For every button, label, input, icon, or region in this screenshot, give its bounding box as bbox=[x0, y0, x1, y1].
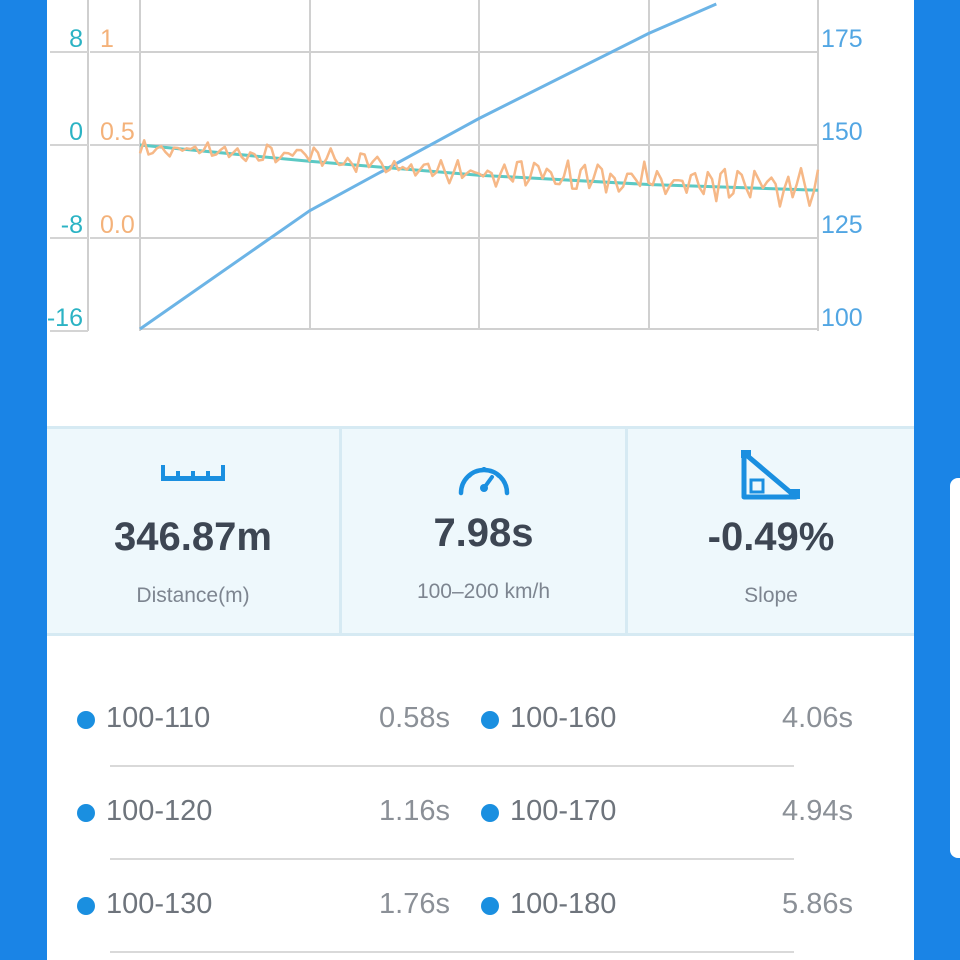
split-left-name: 100-110 bbox=[106, 702, 211, 734]
split-left-time: 0.58s bbox=[379, 702, 450, 734]
split-left-time: 1.76s bbox=[379, 888, 450, 920]
tick-label: -8 bbox=[61, 211, 83, 239]
split-right-name: 100-160 bbox=[510, 702, 617, 734]
split-right-name: 100-170 bbox=[510, 795, 617, 827]
tick-label: 1 bbox=[100, 25, 114, 53]
tick-label: 0 bbox=[69, 118, 83, 146]
split-row: 100-130 1.76s 100-180 5.86s bbox=[47, 876, 914, 936]
distance-label: Distance(m) bbox=[136, 584, 250, 607]
tick-label: 150 bbox=[821, 118, 863, 146]
tick-label: 175 bbox=[821, 25, 863, 53]
bullet-dot-icon bbox=[77, 804, 95, 822]
split-right-name: 100-180 bbox=[510, 888, 617, 920]
tick-label: 0.5 bbox=[100, 118, 135, 146]
tick-label: 125 bbox=[821, 211, 863, 239]
ruler-icon bbox=[161, 465, 225, 481]
split-row: 100-120 1.16s 100-170 4.94s bbox=[47, 783, 914, 843]
split-right-time: 5.86s bbox=[782, 888, 853, 920]
stat-slope: -0.49% Slope bbox=[628, 429, 914, 633]
stats-panel: 346.87m Distance(m) 7.98s 100–200 km/h -… bbox=[47, 426, 914, 636]
split-left-name: 100-130 bbox=[106, 888, 213, 920]
tick-label: -16 bbox=[47, 304, 83, 332]
bullet-dot-icon bbox=[77, 711, 95, 729]
stat-distance: 346.87m Distance(m) bbox=[47, 429, 339, 633]
tick-label: 8 bbox=[69, 25, 83, 53]
split-divider bbox=[110, 858, 794, 860]
slope-icon bbox=[741, 450, 800, 500]
split-row: 100-110 0.58s 100-160 4.06s bbox=[47, 690, 914, 750]
split-right-time: 4.94s bbox=[782, 795, 853, 827]
split-divider bbox=[110, 765, 794, 767]
stat-divider bbox=[625, 429, 628, 633]
edge-panel-handle[interactable] bbox=[950, 478, 960, 858]
split-left-name: 100-120 bbox=[106, 795, 213, 827]
bullet-dot-icon bbox=[481, 804, 499, 822]
bullet-dot-icon bbox=[481, 897, 499, 915]
distance-value: 346.87m bbox=[114, 515, 272, 559]
bullet-dot-icon bbox=[77, 897, 95, 915]
bullet-dot-icon bbox=[481, 711, 499, 729]
split-divider bbox=[110, 951, 794, 953]
chart-axes bbox=[50, 0, 819, 332]
slope-label: Slope bbox=[744, 584, 798, 607]
series-line bbox=[138, 139, 820, 208]
speedometer-icon bbox=[458, 467, 509, 496]
split-right-time: 4.06s bbox=[782, 702, 853, 734]
slope-value: -0.49% bbox=[707, 515, 835, 559]
chart-series bbox=[138, 2, 820, 331]
time-label: 100–200 km/h bbox=[416, 580, 551, 603]
stat-time: 7.98s 100–200 km/h bbox=[342, 429, 625, 633]
time-value: 7.98s bbox=[433, 511, 534, 555]
chart-ticks: 8 0 -8 -16 1 0.5 0.0 175 150 125 100 bbox=[47, 25, 863, 332]
series-line bbox=[139, 2, 717, 331]
speed-chart: 8 0 -8 -16 1 0.5 0.0 175 150 125 100 bbox=[47, 0, 863, 332]
tick-label: 100 bbox=[821, 304, 863, 332]
split-left-time: 1.16s bbox=[379, 795, 450, 827]
stat-divider bbox=[339, 429, 342, 633]
tick-label: 0.0 bbox=[100, 211, 135, 239]
chart-grid bbox=[139, 0, 819, 330]
